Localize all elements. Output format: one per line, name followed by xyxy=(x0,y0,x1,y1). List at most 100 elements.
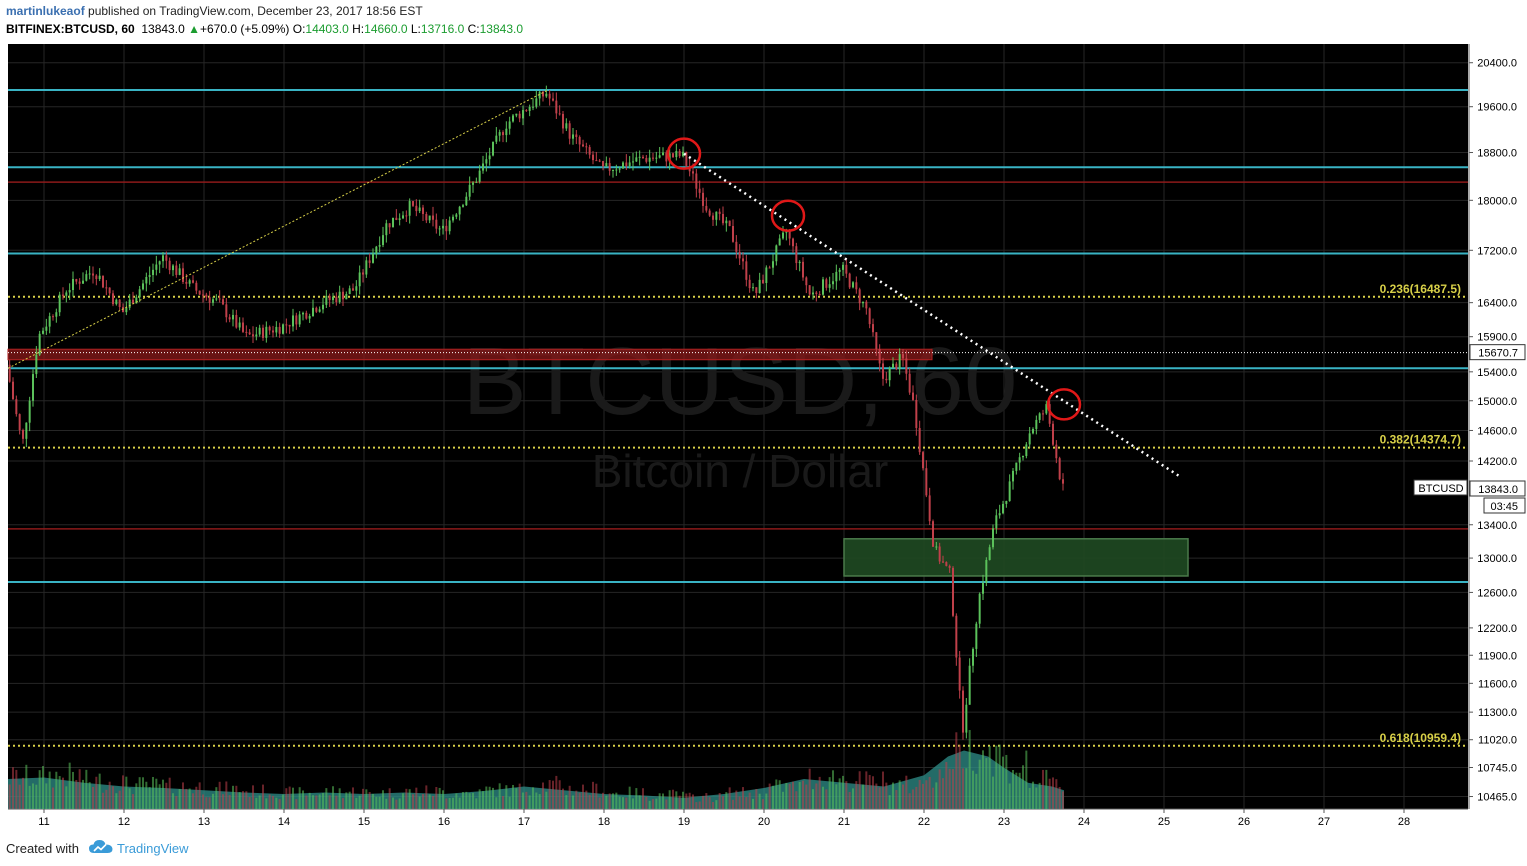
volume-bar xyxy=(908,793,911,809)
candle-body xyxy=(322,304,324,310)
candle-body xyxy=(788,231,791,239)
volume-bar xyxy=(975,773,978,809)
candle-body xyxy=(348,288,351,295)
volume-bar xyxy=(212,793,214,809)
candle-body xyxy=(565,123,568,129)
candle-body xyxy=(68,290,71,293)
volume-bar xyxy=(175,795,178,809)
time-tick-label: 11 xyxy=(38,816,49,828)
volume-bar xyxy=(222,794,224,809)
last-price: 13843.0 xyxy=(141,22,185,36)
candle-body xyxy=(628,162,631,167)
candle-body xyxy=(762,279,764,284)
volume-bar xyxy=(488,786,491,809)
candle-body xyxy=(512,115,514,122)
candle-body xyxy=(908,373,911,393)
volume-bar xyxy=(425,785,428,809)
candle-body xyxy=(972,648,974,666)
candle-body xyxy=(1055,444,1058,459)
volume-bar xyxy=(625,797,628,809)
volume-bar xyxy=(538,794,541,809)
candle-body xyxy=(582,144,584,147)
volume-bar xyxy=(355,797,358,809)
candle-body xyxy=(692,171,694,174)
volume-bar xyxy=(585,790,588,809)
volume-bar xyxy=(572,795,574,809)
volume-bar xyxy=(1042,769,1044,809)
volume-bar xyxy=(1012,769,1014,809)
volume-bar xyxy=(688,792,691,809)
candle-body xyxy=(895,363,898,370)
price-chart[interactable]: BTCUSD, 60 Bitcoin / Dollar 0.236(16487.5)… xyxy=(0,44,1527,830)
candle-body xyxy=(798,261,801,264)
candle-body xyxy=(925,468,928,496)
chart-area[interactable]: BTCUSD, 60 Bitcoin / Dollar 0.236(16487.5)… xyxy=(0,44,1527,830)
volume-bar xyxy=(945,762,948,809)
author-link[interactable]: martinlukeaof xyxy=(6,4,85,18)
volume-bar xyxy=(148,787,151,809)
tradingview-link[interactable]: TradingView xyxy=(117,841,189,856)
candle-body xyxy=(1058,458,1061,480)
candle-body xyxy=(498,132,501,136)
volume-bar xyxy=(798,781,801,809)
volume-bar xyxy=(552,780,554,809)
price-tick-label: 15400.0 xyxy=(1477,367,1517,379)
volume-bar xyxy=(982,750,984,809)
candle-body xyxy=(598,160,601,162)
price-tick-label: 16400.0 xyxy=(1477,298,1517,310)
fib-level-label: 0.382(14374.7) xyxy=(1380,433,1461,447)
candle-body xyxy=(325,295,328,305)
volume-bar xyxy=(298,787,301,809)
price-tick-label: 11300.0 xyxy=(1478,707,1517,719)
volume-bar xyxy=(442,790,444,809)
candle-body xyxy=(585,146,588,148)
volume-bar xyxy=(565,795,568,809)
candle-body xyxy=(702,192,704,206)
candle-body xyxy=(752,287,754,289)
candle-body xyxy=(18,414,21,431)
volume-bar xyxy=(218,781,221,809)
volume-bar xyxy=(888,795,891,809)
volume-bar xyxy=(582,784,584,809)
candle-body xyxy=(862,301,864,304)
highlight-circle xyxy=(666,137,702,170)
candle-body xyxy=(842,264,844,270)
volume-bar xyxy=(765,793,768,809)
candle-body xyxy=(255,334,258,337)
volume-bar xyxy=(282,794,284,809)
volume-bar xyxy=(955,732,958,809)
created-with-text: Created with xyxy=(6,841,79,856)
candle-body xyxy=(328,295,331,301)
candle-body xyxy=(492,141,494,156)
volume-bar xyxy=(912,789,914,809)
candle-body xyxy=(112,293,114,305)
candle-body xyxy=(398,218,401,220)
volume-bar xyxy=(105,789,108,809)
volume-bar xyxy=(342,798,344,809)
volume-bar xyxy=(22,777,24,809)
close-value: 13843.0 xyxy=(479,22,524,36)
volume-bar xyxy=(735,790,738,809)
candle-body xyxy=(988,547,991,560)
price-tick-label: 19600.0 xyxy=(1477,102,1517,114)
volume-bar xyxy=(48,771,51,809)
candle-body xyxy=(378,244,381,247)
candle-body xyxy=(952,567,954,616)
price-tick-label: 15000.0 xyxy=(1477,396,1517,408)
candle-body xyxy=(385,223,388,236)
candle-body xyxy=(835,271,838,282)
candle-body xyxy=(138,289,141,298)
volume-bar xyxy=(785,782,788,809)
candle-body xyxy=(478,170,481,182)
volume-bar xyxy=(662,793,664,809)
volume-bar xyxy=(992,776,994,809)
volume-bar xyxy=(695,802,698,809)
volume-bar xyxy=(352,787,354,809)
volume-bar xyxy=(965,768,968,809)
time-tick-label: 26 xyxy=(1238,816,1250,828)
candle-body xyxy=(215,298,218,300)
candle-body xyxy=(715,211,718,220)
candle-body xyxy=(545,93,548,97)
volume-bar xyxy=(102,792,104,809)
candle-body xyxy=(105,287,108,289)
